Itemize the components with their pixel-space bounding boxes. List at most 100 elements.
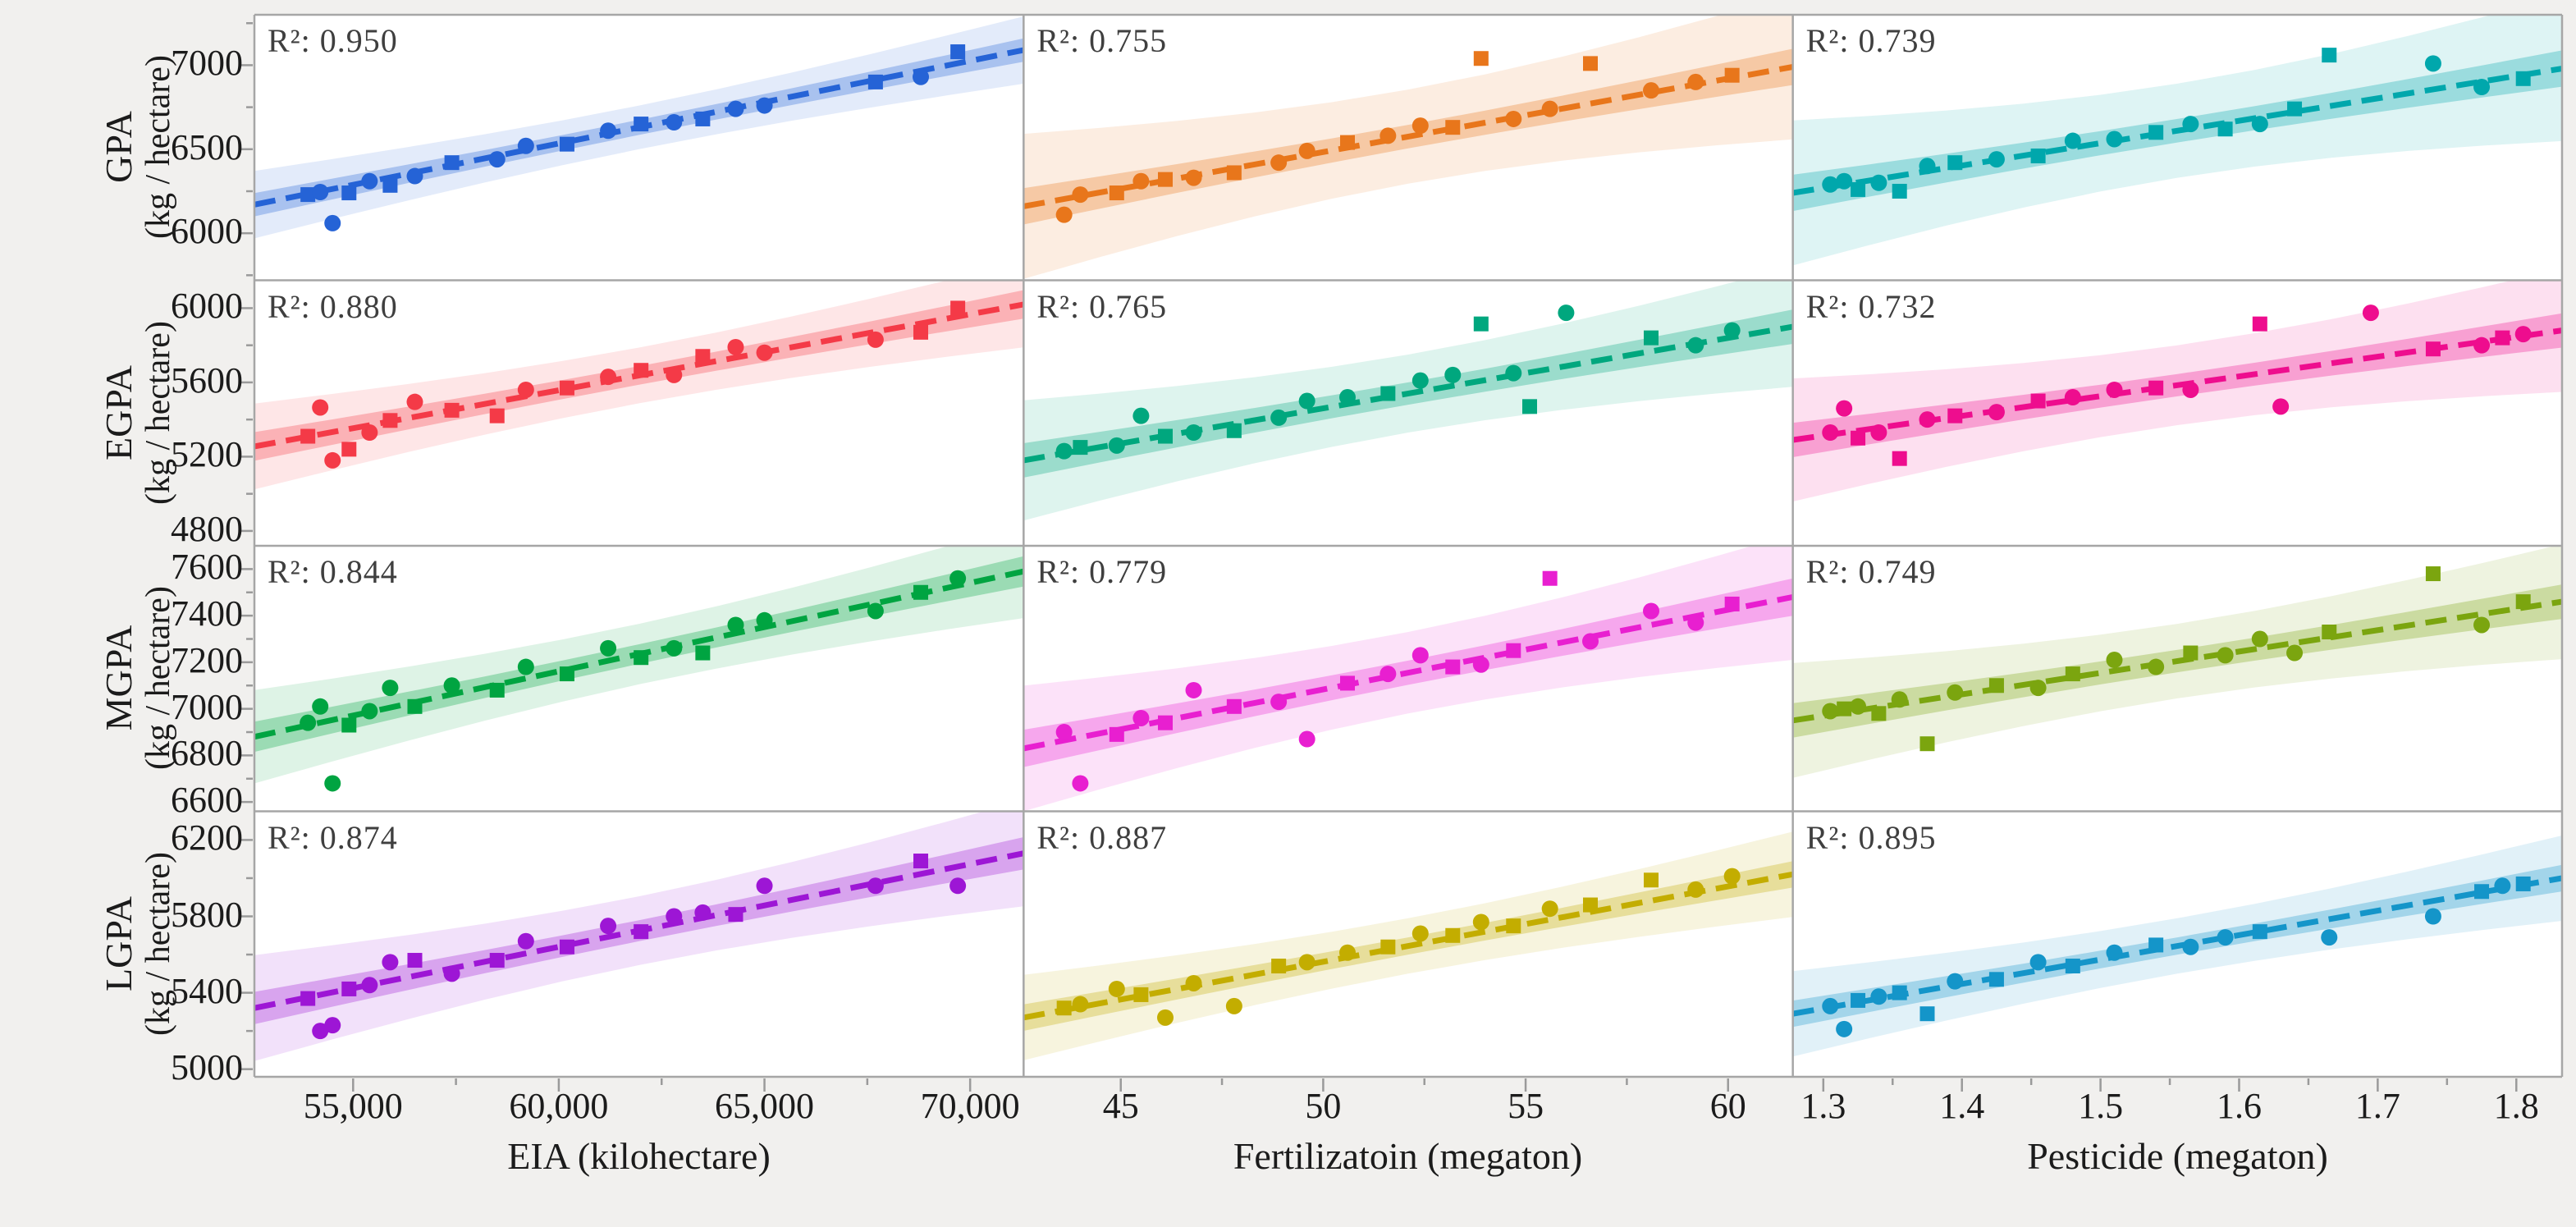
data-point-circle	[2514, 326, 2532, 343]
data-point-square	[341, 185, 357, 201]
data-point-square	[1851, 992, 1866, 1008]
data-point-square	[695, 349, 711, 364]
data-point-circle	[517, 381, 534, 398]
data-point-square	[1506, 643, 1521, 658]
data-point-circle	[1558, 304, 1575, 322]
data-point-circle	[1891, 691, 1908, 708]
data-point-square	[1109, 185, 1124, 201]
x-tick-label: 1.6	[2216, 1086, 2262, 1126]
scatter-panel	[254, 280, 1024, 490]
data-point-circle	[913, 68, 930, 85]
data-point-square	[559, 380, 574, 396]
data-point-circle	[1055, 206, 1073, 223]
x-tick-label: 70,000	[920, 1086, 1020, 1126]
data-point-circle	[1870, 424, 1887, 442]
data-point-circle	[1643, 82, 1659, 99]
data-point-circle	[1444, 366, 1462, 383]
data-point-square	[1947, 155, 1963, 171]
data-point-circle	[1412, 925, 1429, 942]
data-point-square	[2515, 594, 2531, 610]
scatter-panel	[254, 811, 1024, 1061]
data-point-square	[2425, 566, 2441, 582]
data-point-square	[1724, 596, 1740, 611]
data-point-circle	[1108, 980, 1125, 997]
data-point-square	[489, 953, 505, 968]
data-point-circle	[600, 918, 617, 935]
y-axis-title-unit: (kg / hectare)	[140, 321, 178, 505]
data-point-circle	[1947, 684, 1964, 701]
data-point-square	[489, 682, 505, 698]
data-point-square	[1851, 181, 1866, 197]
data-point-circle	[1072, 186, 1089, 204]
axis-ticks	[240, 21, 2518, 1092]
data-point-circle	[2217, 647, 2234, 664]
data-point-square	[1871, 706, 1887, 721]
data-point-square	[2322, 624, 2337, 639]
data-point-circle	[1072, 996, 1089, 1013]
data-point-circle	[1132, 172, 1150, 190]
data-point-square	[1445, 659, 1461, 675]
data-point-square	[407, 953, 423, 968]
data-point-circle	[1185, 974, 1202, 991]
y-tick-label: 6000	[171, 286, 243, 327]
data-point-circle	[361, 424, 378, 442]
data-point-circle	[1723, 322, 1741, 339]
data-point-circle	[1298, 142, 1315, 159]
data-point-square	[1892, 451, 1907, 466]
data-point-circle	[727, 616, 744, 634]
data-point-square	[1837, 701, 1852, 717]
r2-annotation: R²: 0.844	[268, 553, 398, 590]
data-point-square	[1340, 135, 1355, 150]
r2-annotation: R²: 0.765	[1036, 287, 1168, 325]
data-point-square	[300, 428, 316, 444]
data-point-circle	[600, 369, 617, 386]
data-point-square	[444, 155, 460, 171]
scatter-panel	[1792, 15, 2563, 266]
x-tick-label: 60,000	[509, 1086, 609, 1126]
data-point-circle	[517, 658, 534, 675]
data-point-circle	[756, 611, 773, 629]
data-point-circle	[1108, 437, 1125, 454]
data-point-circle	[1687, 881, 1704, 898]
data-point-square	[1542, 570, 1558, 586]
regression-line	[1792, 598, 2563, 724]
data-point-circle	[756, 97, 773, 114]
y-tick-label: 4800	[171, 508, 243, 549]
data-point-square	[1380, 386, 1396, 401]
y-tick-label: 6000	[171, 211, 243, 252]
data-point-circle	[666, 639, 683, 657]
data-point-circle	[2106, 381, 2123, 398]
r2-annotation: R²: 0.880	[268, 287, 398, 325]
data-point-square	[1445, 927, 1461, 943]
data-point-circle	[1643, 602, 1659, 620]
data-point-square	[1380, 939, 1396, 955]
data-point-circle	[1472, 913, 1489, 931]
data-point-square	[1988, 678, 2004, 694]
data-point-square	[1522, 399, 1537, 414]
data-point-circle	[2182, 938, 2199, 955]
data-point-square	[634, 117, 649, 132]
data-point-square	[1473, 51, 1489, 66]
data-point-circle	[1919, 411, 1936, 428]
data-point-circle	[1270, 694, 1288, 711]
data-point-circle	[1836, 172, 1853, 190]
data-point-circle	[1687, 73, 1704, 90]
scatter-panel	[254, 546, 1024, 792]
data-point-square	[382, 413, 398, 428]
data-point-square	[489, 408, 505, 423]
data-point-circle	[756, 344, 773, 361]
data-point-circle	[2286, 644, 2304, 662]
data-point-circle	[517, 932, 534, 950]
data-point-circle	[2064, 132, 2081, 149]
scatter-panel	[1792, 546, 2563, 778]
data-point-square	[1226, 165, 1242, 181]
data-point-square	[1644, 330, 1659, 346]
data-point-square	[867, 74, 883, 89]
r2-annotation: R²: 0.749	[1805, 553, 1937, 590]
data-point-circle	[382, 680, 399, 697]
data-point-circle	[1822, 997, 1839, 1014]
data-point-circle	[361, 703, 378, 720]
data-point-square	[1158, 715, 1173, 730]
data-point-square	[728, 907, 744, 923]
data-point-circle	[600, 639, 617, 657]
